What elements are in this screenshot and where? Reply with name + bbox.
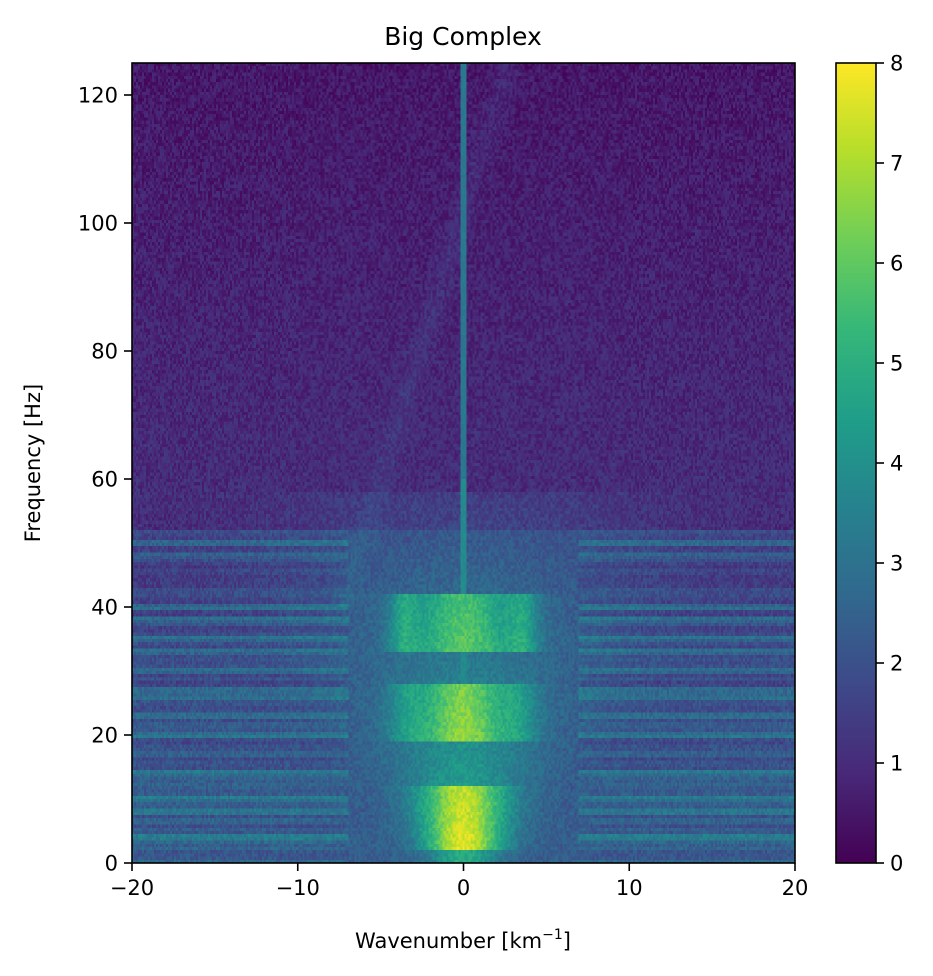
colorbar-tick-label: 3 — [890, 552, 903, 576]
x-tick-label: −10 — [276, 876, 320, 900]
plot-area — [131, 62, 796, 864]
colorbar-tick-label: 1 — [890, 752, 903, 776]
colorbar-tick-label: 8 — [890, 52, 903, 76]
x-axis-label-end: ] — [563, 929, 571, 953]
colorbar-tick-label: 4 — [890, 452, 903, 476]
y-tick-label: 20 — [91, 724, 118, 748]
y-axis: 0 20 40 60 80 100 120 — [78, 84, 132, 876]
y-tick-label: 80 — [91, 340, 118, 364]
x-axis: −20 −10 0 10 20 — [110, 863, 809, 900]
x-tick-label: 20 — [782, 876, 809, 900]
colorbar-tick-label: 7 — [890, 152, 903, 176]
y-tick-label: 120 — [78, 84, 118, 108]
colorbar-tick-label: 6 — [890, 252, 903, 276]
chart-title: Big Complex — [384, 22, 542, 51]
x-axis-label: Wavenumber [km−1] — [355, 927, 571, 953]
colorbar: 0 1 2 3 4 5 6 7 8 — [835, 52, 903, 876]
y-tick-label: 40 — [91, 596, 118, 620]
colorbar-tick-label: 5 — [890, 352, 903, 376]
y-tick-label: 0 — [105, 852, 118, 876]
y-tick-label: 60 — [91, 468, 118, 492]
x-axis-label-superscript: −1 — [542, 927, 563, 943]
x-tick-label: 10 — [616, 876, 643, 900]
x-tick-label: −20 — [110, 876, 154, 900]
heatmap-image — [132, 63, 795, 863]
x-axis-label-main: Wavenumber [km — [355, 929, 542, 953]
colorbar-tick-label: 0 — [890, 852, 903, 876]
y-tick-label: 100 — [78, 212, 118, 236]
colorbar-tick-label: 2 — [890, 652, 903, 676]
colorbar-gradient — [836, 63, 876, 863]
x-tick-label: 0 — [457, 876, 470, 900]
y-axis-label: Frequency [Hz] — [21, 384, 45, 542]
